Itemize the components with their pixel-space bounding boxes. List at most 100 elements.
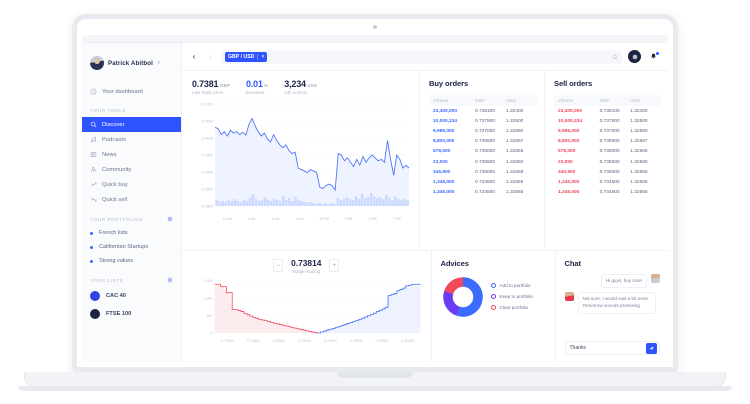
increment-button[interactable]: + xyxy=(329,259,340,272)
price-line-chart[interactable]: 0.74100 0.74050 0.74000 0.73950 0.73900 0.738… xyxy=(182,98,419,238)
sidebar-item-label: French lists xyxy=(99,230,128,236)
y-axis-tick: 0.74050 xyxy=(201,119,213,123)
cell-usd: 1.32400 xyxy=(630,108,648,114)
sidebar-item-french-lists[interactable]: French lists xyxy=(82,226,181,240)
cell-usd: 1.32565 xyxy=(506,179,524,185)
gear-icon[interactable] xyxy=(167,277,173,283)
table-row[interactable]: 10,000,234 0.737500 1.32500 xyxy=(429,116,537,126)
legend-item-keep-to-portfolio[interactable]: Keep to portfolio xyxy=(490,291,533,302)
table-row[interactable]: 23,400,000 0.738100 1.32400 xyxy=(429,106,537,116)
chevron-down-icon[interactable]: ∨ xyxy=(156,60,161,66)
back-button[interactable]: ‹ xyxy=(192,52,196,61)
table-row[interactable]: 9,986,000 0.737000 1.32560 xyxy=(554,126,661,136)
donut-slice[interactable] xyxy=(442,290,460,316)
gear-icon[interactable] xyxy=(628,50,641,63)
legend-item-add-to-portfolio[interactable]: Add to portfolio xyxy=(490,280,533,291)
table-row[interactable]: 23,000 0.735500 1.32560 xyxy=(554,157,661,167)
sidebar-item-podcasts[interactable]: Podcasts xyxy=(82,132,181,147)
sidebar-item-news[interactable]: News xyxy=(82,147,181,162)
cell-gbp: 0.735000 xyxy=(599,169,620,175)
decrement-button[interactable]: − xyxy=(273,259,284,272)
cell-volume: 9,986,000 xyxy=(558,128,580,134)
stat-value: 0.01% xyxy=(246,79,268,89)
y-axis-tick: 0.73850 xyxy=(201,187,213,191)
legend-item-clear-portfolio[interactable]: Clear portfolio xyxy=(490,302,533,313)
cell-gbp: 0.736000 xyxy=(475,149,496,155)
x-axis-tick: 0.75000 xyxy=(350,339,363,343)
forward-button[interactable]: › xyxy=(208,52,212,61)
gear-icon[interactable] xyxy=(167,216,173,222)
table-row[interactable]: 1,345,000 0.734500 1.32565 xyxy=(429,177,537,187)
app-window: Patrick Abitbol ∨ Your dashboard YOUR TO… xyxy=(82,43,668,362)
search-input[interactable]: GBP / USD × xyxy=(221,49,622,64)
table-row[interactable]: 578,000 0.736000 1.32565 xyxy=(554,147,661,157)
cell-volume: 1,345,000 xyxy=(433,179,455,185)
table-row[interactable]: 1,345,000 0.734500 1.32565 xyxy=(429,188,537,198)
user-menu[interactable]: Patrick Abitbol ∨ xyxy=(82,52,181,74)
table-row[interactable]: 8,800,000 0.736500 1.32567 xyxy=(554,137,661,147)
table-row[interactable]: 1,345,000 0.734500 1.32565 xyxy=(554,188,661,198)
cell-gbp: 0.738100 xyxy=(475,108,496,114)
cell-gbp: 0.735500 xyxy=(475,159,496,165)
x-axis-tick: 12 PM xyxy=(319,217,329,221)
close-icon[interactable]: × xyxy=(257,53,264,60)
chat-input[interactable]: Thanks xyxy=(569,345,586,351)
cell-gbp: 0.734500 xyxy=(599,190,620,196)
search-icon[interactable] xyxy=(612,54,618,60)
x-axis-tick: 3 AM xyxy=(248,217,256,221)
donut-slice[interactable] xyxy=(456,276,483,317)
table-row[interactable]: 8,800,000 0.736500 1.32567 xyxy=(429,137,537,147)
bell-icon[interactable] xyxy=(647,50,659,63)
cell-usd: 1.32558 xyxy=(630,169,648,175)
table-row[interactable]: 10,000,234 0.737500 1.32500 xyxy=(554,116,661,126)
laptop-foot xyxy=(18,386,732,391)
table-row[interactable]: 345,900 0.735000 1.32558 xyxy=(429,167,537,177)
stat-number: 0.01 xyxy=(245,79,263,89)
cell-usd: 1.32565 xyxy=(630,149,648,155)
send-icon[interactable] xyxy=(646,342,657,354)
sidebar-item-strong-values[interactable]: Strong values xyxy=(82,254,181,268)
column-header-volume: Volume xyxy=(433,98,449,103)
sidebar-item-ftse-100[interactable]: FTSE 100 xyxy=(82,305,181,323)
donut-slice[interactable] xyxy=(443,276,463,294)
sidebar-item-cac-40[interactable]: CAC 40 xyxy=(82,287,181,305)
y-axis-tick: 0 xyxy=(211,331,213,335)
table-row[interactable]: 345,900 0.735000 1.32558 xyxy=(554,167,661,177)
table-row[interactable]: 9,986,000 0.737000 1.32560 xyxy=(429,126,537,136)
sidebar-item-discover[interactable]: Discover xyxy=(82,117,181,132)
sidebar-item-californian-startups[interactable]: Californian Startups xyxy=(82,240,181,254)
table-header: Volume GBP USD xyxy=(554,95,661,106)
panel-title: Buy orders xyxy=(429,79,469,88)
table-row[interactable]: 23,400,000 0.738100 1.32400 xyxy=(554,106,661,116)
x-axis-tick: 3 PM xyxy=(345,217,353,221)
cell-gbp: 0.734500 xyxy=(475,190,496,196)
avatar xyxy=(651,273,660,283)
stat-24h-volume: 3,234 USD 24h volume xyxy=(284,79,317,95)
x-axis-tick: 9 PM xyxy=(393,217,401,221)
table-row[interactable]: 1,345,000 0.734500 1.32565 xyxy=(554,177,661,187)
trend-up-icon xyxy=(90,181,97,188)
sidebar-item-quick-sell[interactable]: Quick sell xyxy=(82,192,181,207)
trend-down-icon xyxy=(90,196,97,203)
cell-volume: 345,900 xyxy=(433,169,451,175)
x-axis-tick: 9 AM xyxy=(296,217,304,221)
depth-area-chart[interactable]: 0 500 1,000 1,500 0.73500 0.73800 0.73900 0.740… xyxy=(182,277,431,351)
cell-usd: 1.32560 xyxy=(506,159,524,165)
sidebar-item-community[interactable]: Community xyxy=(82,162,181,177)
stat-label: Last trade price xyxy=(192,90,224,95)
main-area: ‹ › GBP / USD × xyxy=(182,43,668,362)
notification-badge xyxy=(656,52,659,55)
chat-input-row[interactable]: Thanks xyxy=(564,341,660,355)
pair-chip-gbp-usd[interactable]: GBP / USD × xyxy=(225,51,268,62)
advices-donut-chart[interactable] xyxy=(441,275,485,319)
sidebar-item-your-dashboard[interactable]: Your dashboard xyxy=(82,84,181,99)
sidebar-item-quick-buy[interactable]: Quick buy xyxy=(82,177,181,192)
cell-volume: 23,000 xyxy=(558,159,573,165)
cell-usd: 1.32567 xyxy=(506,139,524,145)
table-row[interactable]: 23,000 0.735500 1.32560 xyxy=(429,157,537,167)
cell-gbp: 0.736000 xyxy=(599,149,620,155)
cell-gbp: 0.737000 xyxy=(475,128,496,134)
sidebar-section-tools: YOUR TOOLS xyxy=(82,99,181,117)
table-row[interactable]: 578,000 0.736000 1.32565 xyxy=(429,147,537,157)
cell-volume: 10,000,234 xyxy=(558,118,583,124)
